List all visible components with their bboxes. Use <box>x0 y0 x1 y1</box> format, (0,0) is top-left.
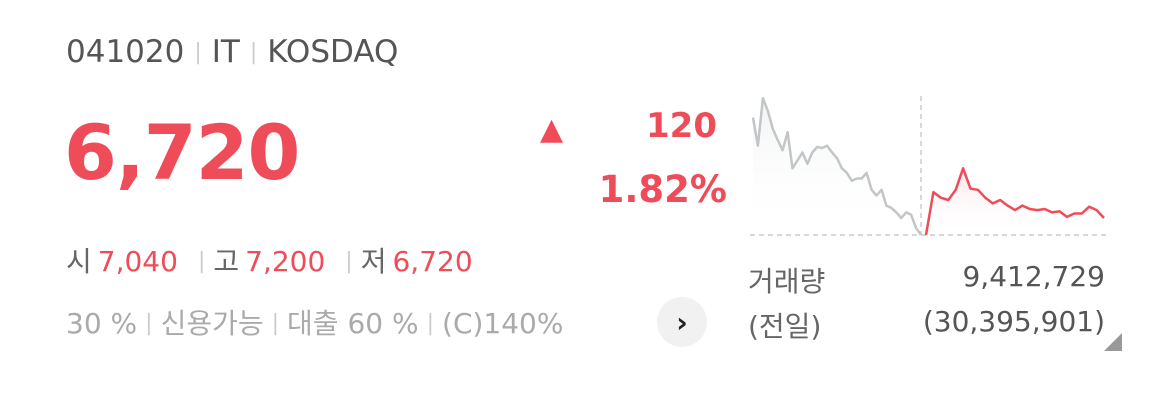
market: KOSDAQ <box>267 34 399 70</box>
open-value: 7,040 <box>97 245 178 278</box>
price-change: 120 <box>646 106 717 146</box>
divider: | <box>426 311 435 336</box>
high-value: 7,200 <box>245 245 326 278</box>
divider: | <box>345 249 353 274</box>
expand-corner-icon[interactable] <box>1104 333 1122 351</box>
divider: | <box>145 311 153 336</box>
open-label: 시 <box>66 245 92 278</box>
previous-day-line <box>751 97 923 236</box>
triangle-up-icon: ▲ <box>540 112 564 147</box>
intraday-sparkline <box>750 96 1106 236</box>
volume-label: 거래량 <box>748 265 826 298</box>
divider: | <box>249 40 258 65</box>
stock-header: 041020 | IT | KOSDAQ <box>66 34 398 70</box>
credit-status: 신용가능 <box>160 307 264 340</box>
volume-value: 9,412,729 <box>962 260 1105 293</box>
low-value: 6,720 <box>392 245 473 278</box>
margin-rate: 30 % <box>66 307 138 340</box>
stock-code: 041020 <box>66 34 185 70</box>
high-label: 고 <box>213 245 240 278</box>
open-high-low: 시 7,040 | 고 7,200 | 저 6,720 <box>66 240 473 280</box>
more-button[interactable]: › <box>657 297 707 347</box>
chevron-right-icon: › <box>676 305 688 339</box>
price-change-percent: 1.82% <box>598 168 727 211</box>
today-line <box>924 167 1105 236</box>
current-price: 6,720 <box>64 108 300 197</box>
c-rate: (C)140% <box>442 307 564 340</box>
prev-volume-label: (전일) <box>748 310 822 343</box>
margin-info: 30 % | 신용가능 | 대출 60 % | (C)140% <box>66 302 563 342</box>
divider: | <box>197 249 206 274</box>
sector: IT <box>211 34 240 70</box>
previous-day-area <box>753 98 921 235</box>
today-area <box>926 168 1104 235</box>
loan-rate: 대출 60 % <box>287 307 419 340</box>
low-label: 저 <box>360 245 387 278</box>
prev-volume-value: (30,395,901) <box>922 305 1105 338</box>
divider: | <box>194 40 202 65</box>
divider: | <box>271 311 280 336</box>
